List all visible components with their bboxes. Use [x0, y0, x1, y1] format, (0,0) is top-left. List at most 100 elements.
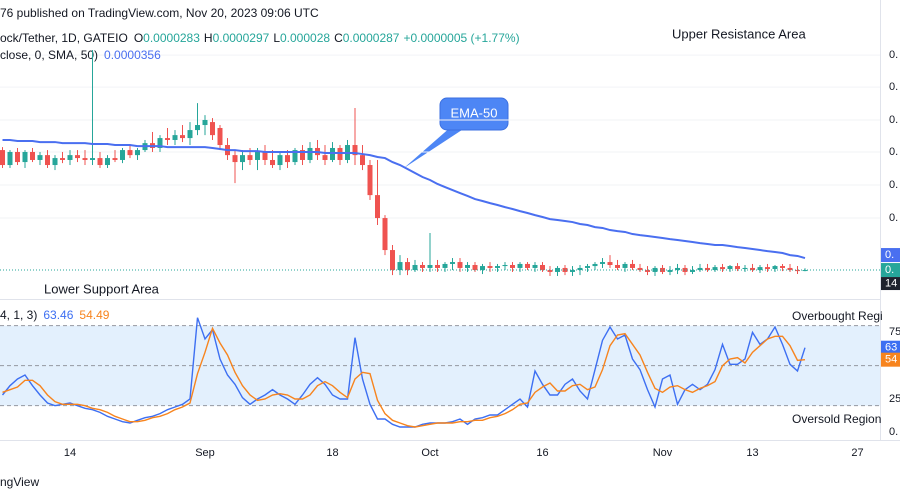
candle-body	[712, 267, 718, 271]
ohlc-letter: O	[134, 31, 143, 45]
candle-body	[667, 270, 673, 272]
candle-body	[464, 265, 470, 268]
candle-body	[472, 265, 478, 271]
candle-body	[277, 155, 283, 166]
candle-body	[592, 263, 598, 267]
candle-body	[0, 150, 5, 166]
annotation: Oversold Region	[792, 412, 881, 426]
indicator-value: 0.0000356	[104, 48, 161, 62]
candle-body	[59, 158, 65, 160]
candle-body	[44, 155, 50, 166]
candle-body	[104, 158, 110, 166]
indicator-label: close, 0, SMA, 50)	[0, 48, 98, 62]
candle-body	[299, 150, 305, 160]
candle-body	[697, 267, 703, 271]
candle-body	[67, 155, 73, 160]
candle-body	[457, 262, 463, 268]
candle-body	[584, 266, 590, 268]
candle-body	[502, 265, 508, 267]
candle-body	[29, 151, 35, 160]
indicator-legend: 4, 1, 3) 63.46 54.49	[0, 308, 110, 322]
ohlc-value: 0.0000287	[343, 31, 400, 45]
symbol-line: ock/Tether, 1D, GATEIO O0.0000283 H0.00002…	[0, 31, 520, 45]
candle-body	[172, 135, 178, 140]
candle-body	[239, 155, 245, 163]
x-tick-label: Sep	[195, 447, 215, 459]
candle-body	[487, 266, 493, 268]
candle-body	[232, 155, 238, 163]
candle-body	[194, 125, 200, 131]
candle-body	[719, 267, 725, 270]
candle-body	[322, 155, 328, 160]
series-tag: 63	[885, 342, 897, 354]
candle-body	[127, 150, 133, 156]
candle-body	[524, 263, 530, 268]
candle-body	[795, 270, 800, 272]
candle-body	[52, 158, 58, 166]
candle-body	[82, 158, 88, 160]
y-tick-label: 0.	[889, 81, 898, 93]
x-tick-label: 16	[536, 447, 548, 459]
candle-body	[14, 151, 20, 163]
candle-body	[772, 266, 778, 270]
candle-body	[179, 135, 185, 139]
candle-body	[157, 138, 163, 148]
candle-body	[517, 263, 523, 268]
ohlc-value: 0.0000283	[143, 31, 200, 45]
ohlc-letter: C	[334, 31, 343, 45]
annotation: Lower Support Area	[44, 281, 160, 296]
candle-body	[164, 138, 170, 140]
candle-body	[419, 265, 425, 268]
candle-body	[412, 265, 418, 271]
x-tick-label: 13	[746, 447, 758, 459]
published-line: 76 published on TradingView.com, Nov 20,…	[0, 6, 319, 20]
candle-body	[382, 218, 388, 251]
ohlc-value: 0.000028	[280, 31, 330, 45]
candle-body	[494, 266, 500, 268]
candle-body	[397, 262, 403, 271]
candle-body	[787, 267, 793, 271]
series-tag-bg	[881, 352, 900, 367]
candle-body	[74, 155, 80, 159]
y-tick-label: 0.	[889, 179, 898, 191]
brand: ngView	[0, 475, 39, 489]
candle-body	[659, 267, 665, 272]
candle-body	[37, 155, 43, 160]
candle-body	[247, 155, 253, 160]
candle-body	[367, 165, 373, 196]
candle-body	[689, 270, 695, 272]
symbol: ock/Tether, 1D, GATEIO	[0, 31, 128, 45]
candle-body	[757, 267, 763, 271]
series-tag: 54	[885, 354, 897, 366]
countdown: 14	[885, 277, 897, 289]
candle-body	[449, 262, 455, 264]
candle-body	[637, 267, 643, 271]
legend-label: 4, 1, 3)	[0, 308, 37, 322]
ema-callout: EMA-50	[404, 97, 509, 168]
candle-body	[644, 270, 650, 272]
x-tick-label: 18	[326, 447, 338, 459]
ema-line	[2, 138, 806, 260]
series-tag-bg	[881, 340, 900, 355]
candle-body	[187, 130, 193, 139]
candle-body	[599, 262, 605, 264]
y-tick-label: 0.	[889, 426, 898, 438]
price-tag-bg	[881, 263, 900, 278]
candle-body	[479, 266, 485, 271]
candle-body	[427, 265, 433, 268]
candle-body	[607, 262, 613, 266]
candle-body	[389, 250, 395, 271]
candle-body	[202, 119, 208, 126]
candle-body	[352, 145, 358, 156]
candle-body	[569, 270, 575, 272]
candle-body	[539, 265, 545, 271]
y-tick-label: 0.	[889, 146, 898, 158]
candle-body	[802, 270, 808, 272]
candle-body	[404, 262, 410, 271]
candle-body	[307, 147, 313, 160]
legend-value: 54.49	[79, 308, 109, 322]
candle-body	[442, 263, 448, 268]
candle-body	[577, 267, 583, 271]
candle-body	[262, 151, 268, 160]
callout-text: EMA-50	[451, 105, 498, 120]
